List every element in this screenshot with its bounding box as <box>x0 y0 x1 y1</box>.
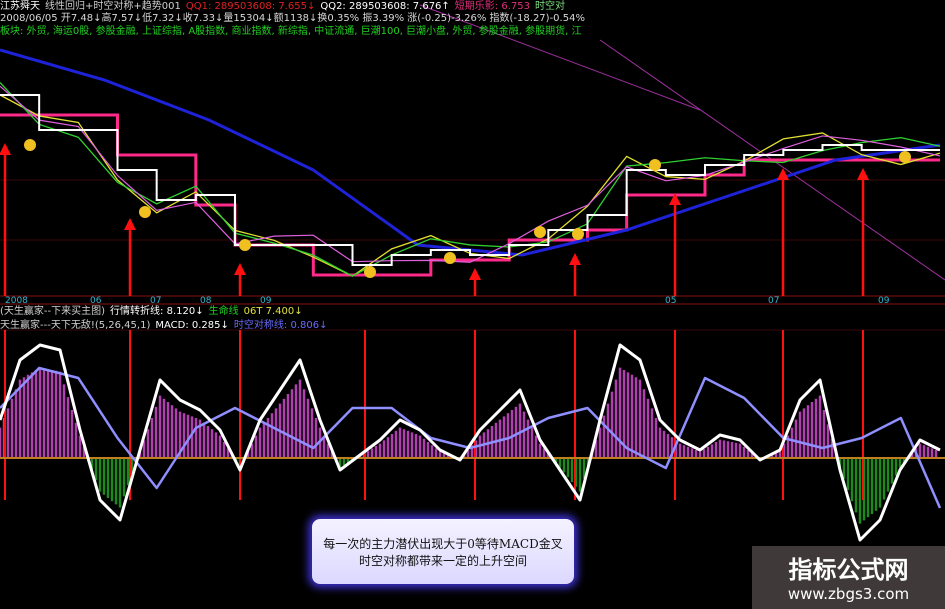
header-segment: 天生赢家---天下无敌!(5,26,45,1) <box>0 320 151 331</box>
watermark-url: www.zbgs3.com <box>787 585 910 603</box>
header-line-1: 江苏舜天 线性回归+时空对称+趋势001 QQ1: 289503608: 7.655… <box>0 1 570 13</box>
watermark: 指标公式网 www.zbgs3.com <box>752 546 945 609</box>
header-segment: MACD: 0.285↓ <box>155 320 229 331</box>
x-tick-label: 09 <box>260 296 272 306</box>
support-line <box>0 113 940 277</box>
ma-fast-line <box>0 85 941 263</box>
smiley-icon <box>139 206 151 218</box>
x-tick-label: 07 <box>768 296 780 306</box>
x-tick-label: 09 <box>878 296 890 306</box>
signal-arrow-up-icon <box>569 253 581 265</box>
smiley-icon <box>444 252 456 264</box>
ma-mid-line <box>0 82 941 277</box>
header-segment: 时空对称线: 0.806↓ <box>233 320 328 331</box>
smiley-icon <box>572 228 584 240</box>
smiley-icon <box>899 151 911 163</box>
signal-arrow-up-icon <box>777 168 789 180</box>
header-segment: 线性回归+时空对称+趋势001 <box>45 1 181 12</box>
x-tick-label: 08 <box>200 296 212 306</box>
header-segment: 江苏舜天 <box>0 1 40 12</box>
macd-line <box>0 343 941 542</box>
header-segment: 06T 7.400↓ <box>243 306 303 317</box>
smiley-icon <box>239 239 251 251</box>
watermark-title: 指标公式网 <box>788 556 909 584</box>
smiley-icon <box>534 226 546 238</box>
header-segment: 生命线 <box>208 306 239 317</box>
signal-arrow-up-icon <box>857 168 869 180</box>
header-segment: 短期乐影: 6.753 <box>454 1 530 12</box>
annotation-box: 每一次的主力潜伏出现大于0等待MACD金叉 时空对称都带来一定的上升空间 <box>312 519 574 584</box>
signal-arrow-up-icon <box>0 143 11 155</box>
price-line <box>0 94 940 266</box>
lower-header-line-1: (天生赢家--下来买主图) 行情转折线: 8.120↓ 生命线 06T 7.400↓ <box>0 306 308 318</box>
header-segment: 时空对 <box>534 1 565 12</box>
annotation-line-1: 每一次的主力潜伏出现大于0等待MACD金叉 <box>323 536 563 551</box>
header-quote-line: 2008/06/05 开7.48↓高7.57↓低7.32↓收7.33↓量1530… <box>0 13 585 24</box>
signal-arrow-up-icon <box>469 268 481 280</box>
smiley-icon <box>364 266 376 278</box>
lower-header-line-2: 天生赢家---天下无敌!(5,26,45,1) MACD: 0.285↓ 时空对称线… <box>0 320 332 332</box>
header-sector-line: 板块: 外贸, 海运0股, 参股金融, 上证综指, A股指数, 商业指数, 新综… <box>0 26 582 37</box>
x-tick-label: 07 <box>150 296 162 306</box>
annotation-line-2: 时空对称都带来一定的上升空间 <box>358 553 527 568</box>
signal-arrow-up-icon <box>669 193 681 205</box>
ma-long-line <box>0 48 941 257</box>
header-segment: QQ2: 289503608: 7.676↑ <box>320 1 450 12</box>
header-segment: (天生赢家--下来买主图) <box>0 306 106 317</box>
header-segment: 行情转折线: 8.120↓ <box>110 306 204 317</box>
trend-line <box>419 4 701 111</box>
smiley-icon <box>649 159 661 171</box>
x-tick-label: 05 <box>665 296 677 306</box>
x-tick-label: 06 <box>90 296 102 306</box>
signal-arrow-up-icon <box>234 263 246 275</box>
smiley-icon <box>24 139 36 151</box>
signal-arrow-up-icon <box>124 218 136 230</box>
x-tick-label: 2008 <box>5 296 28 306</box>
header-segment: QQ1: 289503608: 7.655↓ <box>185 1 316 12</box>
